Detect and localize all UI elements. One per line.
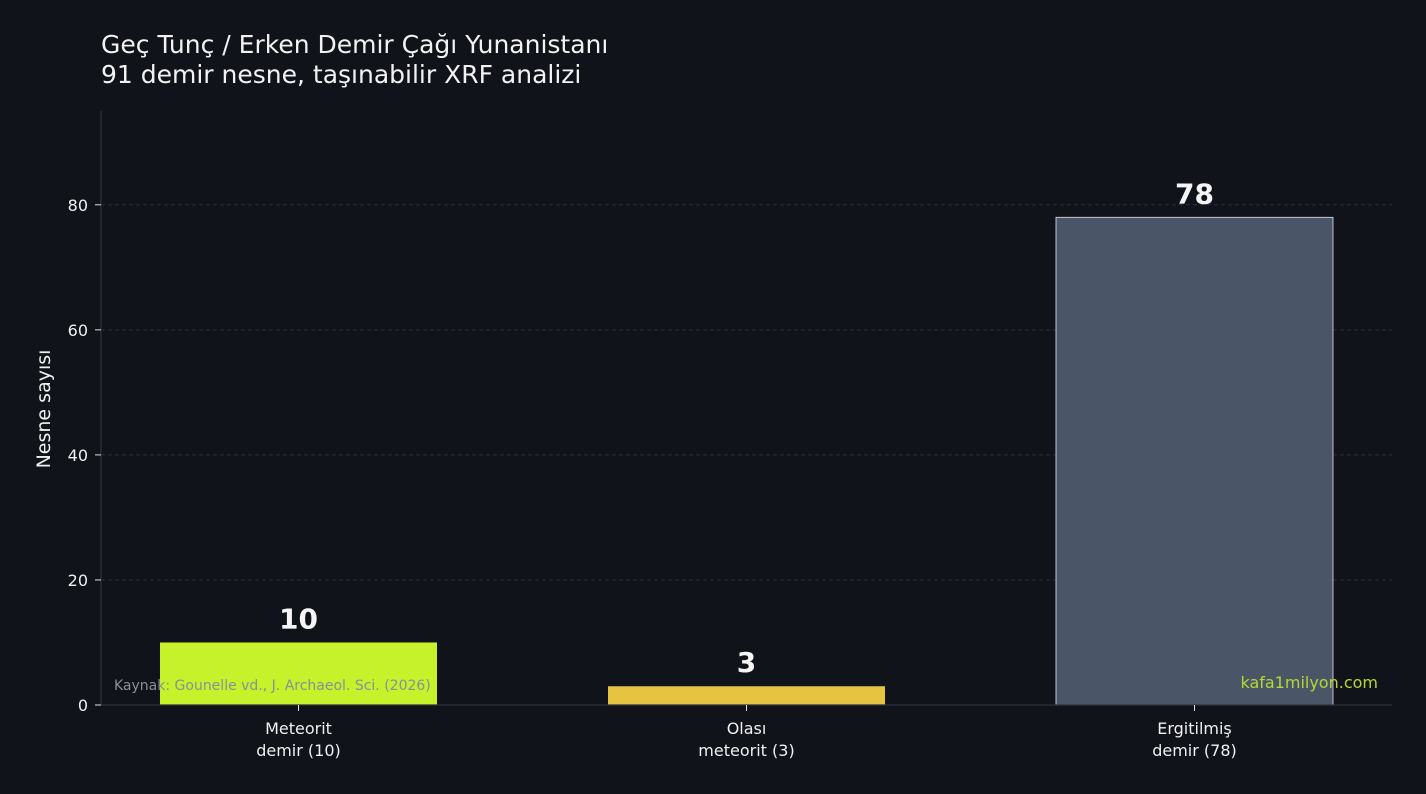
value-label-2: 3: [737, 646, 756, 679]
title-line-1: Geç Tunç / Erken Demir Çağı Yunanistanı: [101, 30, 609, 59]
chart-title: Geç Tunç / Erken Demir Çağı Yunanistanı …: [101, 30, 608, 90]
value-label-1: 10: [279, 602, 318, 635]
bar-3: [1055, 216, 1334, 706]
x-tick-label-1-line-1: Meteorit: [265, 719, 332, 738]
y-ticks: 0 20 40 60 80: [68, 196, 101, 715]
x-tick-label-3-line-1: Ergitilmiş: [1157, 719, 1232, 738]
x-ticks: Meteorit demir (10) Olası meteorit (3) Ergit…: [256, 705, 1237, 760]
y-tick-label-80: 80: [68, 196, 88, 215]
y-axis-label: Nesne sayısı: [33, 350, 55, 469]
bars: [160, 216, 1334, 706]
title-line-2: 91 demir nesne, taşınabilir XRF analizi: [101, 60, 582, 89]
bar-1: [160, 642, 437, 705]
x-tick-label-1-line-2: demir (10): [256, 741, 341, 760]
watermark: kafa1milyon.com: [1240, 673, 1378, 692]
value-label-3: 78: [1175, 177, 1214, 210]
value-labels: 10 3 78: [279, 177, 1214, 679]
y-tick-label-40: 40: [68, 446, 88, 465]
source-note: Kaynak: Gounelle vd., J. Archaeol. Sci. …: [114, 678, 431, 694]
y-tick-label-20: 20: [68, 571, 88, 590]
bar-2: [608, 686, 885, 705]
y-tick-label-60: 60: [68, 321, 88, 340]
x-tick-label-2-line-1: Olası: [727, 719, 767, 738]
grid-lines: [101, 204, 1392, 581]
x-tick-label-2-line-2: meteorit (3): [698, 741, 794, 760]
x-tick-label-3-line-2: demir (78): [1152, 741, 1237, 760]
y-tick-label-0: 0: [78, 696, 88, 715]
